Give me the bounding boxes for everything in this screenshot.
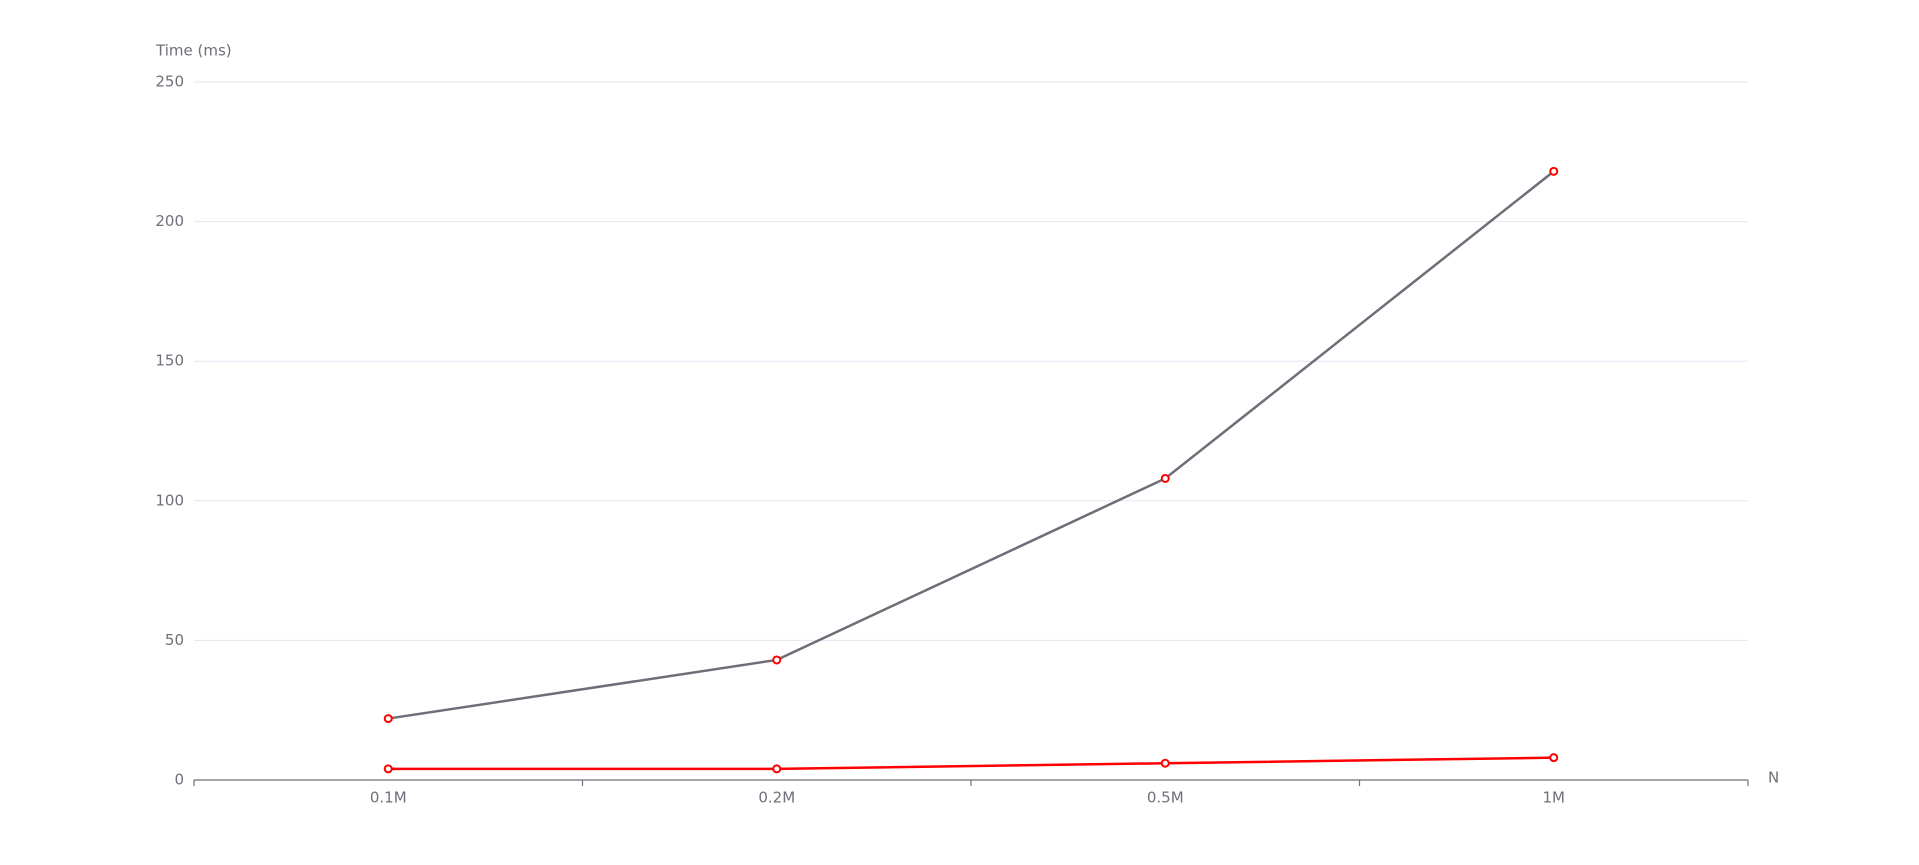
x-axis-label: N: [1768, 769, 1779, 787]
point-marker: [772, 764, 782, 774]
point-marker: [383, 764, 393, 774]
point-marker: [1160, 473, 1170, 483]
y-tick-label: 0: [174, 771, 184, 789]
y-tick-label: 250: [155, 73, 184, 91]
point-marker: [1549, 753, 1559, 763]
point-marker: [1160, 758, 1170, 768]
x-tick-label: 1M: [1543, 789, 1566, 807]
y-axis-label: Time (ms): [155, 42, 232, 60]
y-tick-label: 150: [155, 352, 184, 370]
series-line: [388, 170, 1555, 720]
point-marker: [383, 714, 393, 724]
y-tick-label: 50: [165, 631, 184, 649]
x-tick-label: 0.2M: [758, 789, 795, 807]
x-tick-label: 0.5M: [1147, 789, 1184, 807]
point-marker: [1549, 166, 1559, 176]
y-tick-label: 200: [155, 212, 184, 230]
series-line: [388, 756, 1554, 771]
y-tick-label: 100: [155, 491, 184, 509]
x-tick-label: 0.1M: [370, 789, 407, 807]
point-marker: [772, 655, 782, 665]
